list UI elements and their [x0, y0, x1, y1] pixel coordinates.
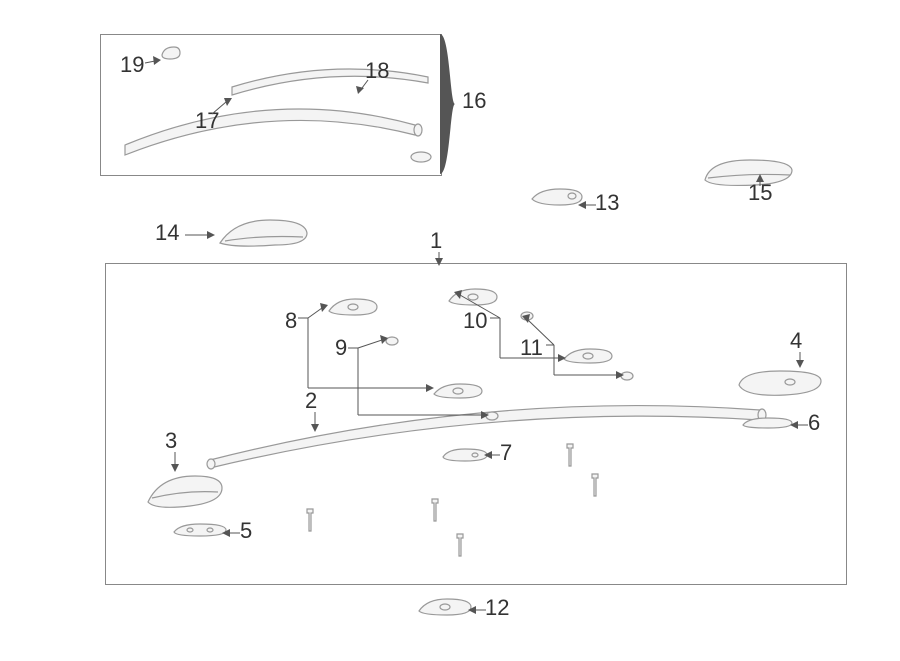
part-clamp-8a: [325, 295, 380, 319]
callout-13: 13: [595, 190, 619, 216]
part-clip-7: [440, 445, 490, 465]
part-nut-11a: [520, 310, 535, 322]
part-bolt-d: [565, 440, 575, 470]
callout-1: 1: [430, 228, 442, 254]
part-bolt-c: [455, 530, 465, 560]
callout-10: 10: [463, 308, 487, 334]
part-clip-13: [530, 185, 585, 207]
callout-2: 2: [305, 388, 317, 414]
bracket-16: [440, 34, 460, 174]
diagram-stage: 1 2 3 4 5 6 7 8 9 10: [0, 0, 900, 661]
part-end-4: [735, 365, 825, 400]
part-rail-18: [230, 55, 430, 100]
callout-18: 18: [365, 58, 389, 84]
callout-11: 11: [520, 335, 543, 361]
part-cover-14: [215, 215, 310, 250]
callout-17: 17: [195, 108, 219, 134]
callout-5: 5: [240, 518, 252, 544]
part-bolt-a: [305, 505, 315, 535]
part-nut-11b: [620, 370, 635, 382]
part-clamp-10b: [560, 345, 615, 367]
callout-7: 7: [500, 440, 512, 466]
callout-9: 9: [335, 335, 347, 361]
part-clip-12: [415, 595, 475, 619]
callout-15: 15: [748, 180, 772, 206]
part-cap-18-end: [410, 150, 432, 164]
callout-3: 3: [165, 428, 177, 454]
part-bolt-b: [430, 495, 440, 525]
part-nut-9a: [385, 335, 400, 347]
part-clamp-10a: [445, 285, 500, 309]
part-nut-9b: [485, 410, 500, 422]
part-clamp-8b: [430, 380, 485, 402]
leader-14: [185, 230, 215, 240]
callout-14: 14: [155, 220, 179, 246]
callout-16: 16: [462, 88, 486, 114]
callout-4: 4: [790, 328, 802, 354]
callout-12: 12: [485, 595, 509, 621]
callout-8: 8: [285, 308, 297, 334]
callout-6: 6: [808, 410, 820, 436]
part-pad-6: [740, 415, 795, 431]
part-cap-19: [160, 45, 182, 61]
part-end-3: [140, 470, 225, 510]
part-pad-5: [170, 520, 230, 540]
part-bolt-e: [590, 470, 600, 500]
callout-19: 19: [120, 52, 144, 78]
